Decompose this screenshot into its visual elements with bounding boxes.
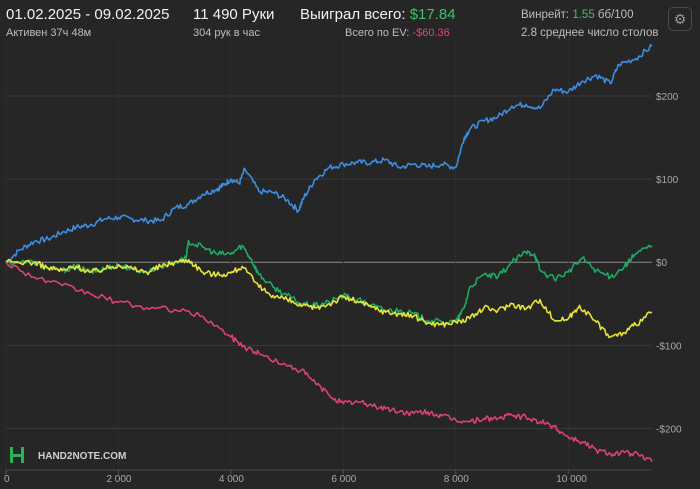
winrate-value: 1.55 [572, 9, 595, 21]
date-range: 01.02.2025 - 09.02.2025 [6, 6, 170, 23]
won-label: Выиграл всего: [300, 6, 406, 23]
hands-per-hour: 304 рук в час [193, 27, 261, 39]
logo-mark-bar [13, 454, 21, 457]
logo-mark-right [21, 447, 24, 463]
x-tick-label: 4 000 [219, 474, 244, 485]
series-lines [5, 44, 653, 463]
gear-icon[interactable]: ⚙ [668, 7, 692, 31]
y-tick-label: $200 [656, 92, 679, 103]
winrate: Винрейт: 1.55 бб/100 [521, 9, 633, 21]
x-tick-label: 10 000 [556, 474, 587, 485]
y-tick-label: $100 [656, 175, 679, 186]
ev-value: -$60.36 [412, 27, 450, 39]
winrate-label: Винрейт: [521, 9, 570, 21]
y-tick-label: -$100 [656, 341, 682, 352]
hands-count: 11 490 Руки [193, 6, 275, 23]
hand2note-logo: HAND2NOTE.COM [10, 447, 126, 463]
ev-total: Всего по EV: -$60.36 [345, 27, 450, 39]
winrate-unit: бб/100 [597, 9, 634, 21]
won-total: Выиграл всего: $17.84 [300, 6, 456, 23]
x-tick-label: 6 000 [331, 474, 356, 485]
series-line-1 [5, 239, 653, 325]
won-value: $17.84 [409, 6, 456, 23]
grid [5, 42, 652, 474]
avg-tables: 2.8 среднее число столов [521, 27, 659, 39]
series-line-0 [5, 44, 653, 263]
logo-mark-left [10, 447, 13, 463]
y-tick-label: -$200 [656, 424, 682, 435]
x-tick-label: 0 [4, 474, 10, 485]
y-tick-label: $0 [656, 258, 668, 269]
logo-text: HAND2NOTE.COM [38, 451, 126, 462]
tick-labels: $200 $100 $0 -$100 -$200 0 2 000 4 000 6 000 8 00… [4, 92, 682, 485]
series-line-3 [5, 261, 653, 463]
x-tick-label: 8 000 [444, 474, 469, 485]
x-tick-label: 2 000 [106, 474, 131, 485]
active-time: Активен 37ч 48м [6, 27, 92, 39]
ev-label: Всего по EV: [345, 27, 410, 39]
series-line-2 [5, 258, 653, 339]
